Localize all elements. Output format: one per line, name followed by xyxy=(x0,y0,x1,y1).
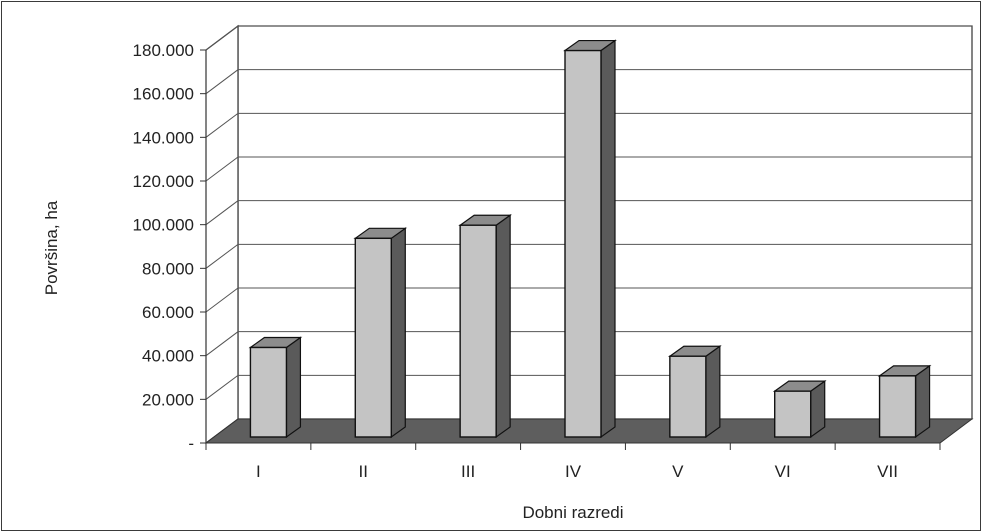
bar-side xyxy=(705,345,721,439)
x-axis-title: Dobni razredi xyxy=(522,503,623,522)
grid-lines xyxy=(205,25,972,400)
bar-side xyxy=(495,214,511,439)
gridline xyxy=(205,112,972,138)
gridline xyxy=(205,69,972,95)
x-tick-label: III xyxy=(461,462,475,481)
x-tick-label: IV xyxy=(565,462,582,481)
y-tick-labels: - 20.000 40.000 60.000 80.000 100.000 120.000 1… xyxy=(133,41,207,453)
y-tick-label: - xyxy=(188,434,194,453)
bar-front xyxy=(459,224,497,438)
bar xyxy=(248,336,303,439)
y-tick-label: 120.000 xyxy=(133,172,194,191)
gridline xyxy=(205,287,972,313)
bar xyxy=(877,364,932,439)
x-tick-label: II xyxy=(359,462,368,481)
bar xyxy=(458,214,513,439)
bar-front xyxy=(669,355,707,438)
x-tick-label: I xyxy=(256,462,261,481)
bar-front xyxy=(878,375,917,438)
bar xyxy=(772,379,827,439)
bar-side xyxy=(914,364,931,439)
bar-front xyxy=(354,237,392,438)
y-tick-label: 140.000 xyxy=(133,128,194,147)
bar xyxy=(353,227,408,439)
bar xyxy=(563,39,617,439)
bar-front xyxy=(564,49,602,438)
gridline xyxy=(205,331,972,357)
gridline xyxy=(205,156,972,182)
bar-side xyxy=(390,227,406,439)
bar-side xyxy=(600,39,616,439)
y-tick-label: 40.000 xyxy=(142,347,194,366)
y-tick-label: 160.000 xyxy=(133,85,194,104)
bar-front xyxy=(249,346,288,438)
x-tick-labels: I II III IV V VI VII xyxy=(205,442,941,481)
gridline xyxy=(205,243,972,269)
x-tick-label: VII xyxy=(877,462,898,481)
x-tick-label: VI xyxy=(775,462,791,481)
x-tick-label: V xyxy=(672,462,684,481)
side-wall xyxy=(205,24,239,445)
y-tick-label: 20.000 xyxy=(142,390,194,409)
bars xyxy=(248,39,932,439)
bar xyxy=(667,345,722,439)
bar-front xyxy=(774,390,812,438)
bar-side xyxy=(285,336,302,439)
y-tick-label: 60.000 xyxy=(142,303,194,322)
y-axis-title: Površina, ha xyxy=(42,200,61,295)
gridline xyxy=(205,200,972,226)
y-tick-label: 80.000 xyxy=(142,259,194,278)
gridline xyxy=(205,25,972,51)
y-tick-label: 180.000 xyxy=(133,41,194,60)
gridline xyxy=(205,374,972,400)
y-tick-label: 100.000 xyxy=(133,216,194,235)
